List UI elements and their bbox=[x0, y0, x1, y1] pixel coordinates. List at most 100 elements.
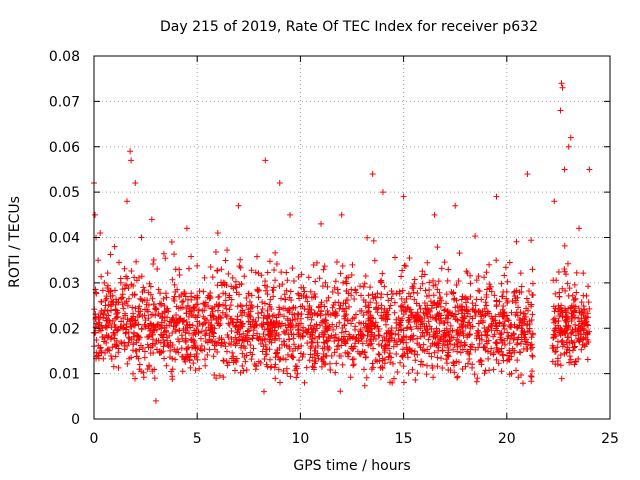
roti-point bbox=[389, 379, 396, 386]
roti-point bbox=[451, 360, 458, 367]
roti-point bbox=[212, 249, 219, 256]
roti-point-peak bbox=[124, 198, 131, 205]
roti-point bbox=[346, 335, 353, 342]
roti-point bbox=[264, 307, 271, 314]
roti-point bbox=[347, 374, 354, 381]
roti-point bbox=[296, 320, 303, 327]
roti-point bbox=[374, 358, 381, 365]
roti-point bbox=[561, 341, 568, 348]
roti-point bbox=[241, 273, 248, 280]
roti-point bbox=[358, 307, 365, 314]
roti-point bbox=[391, 309, 398, 316]
roti-point bbox=[247, 308, 254, 315]
y-tick-label: 0.08 bbox=[49, 49, 80, 65]
roti-point-peak bbox=[235, 202, 242, 209]
roti-point bbox=[210, 313, 217, 320]
roti-point bbox=[473, 378, 480, 385]
roti-point bbox=[576, 318, 583, 325]
roti-point bbox=[567, 305, 574, 312]
roti-point bbox=[164, 305, 171, 312]
roti-point bbox=[405, 370, 412, 377]
roti-point bbox=[147, 350, 154, 357]
roti-point bbox=[223, 305, 230, 312]
roti-point bbox=[483, 328, 490, 335]
roti-point bbox=[498, 293, 505, 300]
roti-point bbox=[568, 304, 575, 311]
roti-point bbox=[286, 343, 293, 350]
roti-point bbox=[303, 329, 310, 336]
roti-point bbox=[132, 320, 139, 327]
roti-point bbox=[130, 313, 137, 320]
roti-point bbox=[359, 331, 366, 338]
roti-point bbox=[447, 322, 454, 329]
roti-point-peak bbox=[262, 157, 269, 164]
roti-point bbox=[426, 279, 433, 286]
roti-point bbox=[419, 280, 426, 287]
roti-point bbox=[283, 269, 290, 276]
roti-point bbox=[398, 327, 405, 334]
roti-point bbox=[311, 291, 318, 298]
roti-point bbox=[239, 362, 246, 369]
x-tick-label: 25 bbox=[601, 431, 619, 447]
roti-point bbox=[207, 326, 214, 333]
roti-point bbox=[582, 315, 589, 322]
roti-point bbox=[513, 309, 520, 316]
roti-point bbox=[387, 302, 394, 309]
roti-point bbox=[418, 358, 425, 365]
roti-point bbox=[194, 323, 201, 330]
roti-point bbox=[411, 296, 418, 303]
roti-point bbox=[320, 353, 327, 360]
roti-point bbox=[309, 329, 316, 336]
roti-point bbox=[262, 351, 269, 358]
roti-point bbox=[350, 334, 357, 341]
roti-point bbox=[287, 288, 294, 295]
roti-point bbox=[141, 354, 148, 361]
y-tick-label: 0.03 bbox=[49, 276, 80, 292]
roti-point bbox=[184, 345, 191, 352]
roti-point bbox=[104, 308, 111, 315]
roti-point bbox=[431, 349, 438, 356]
roti-point bbox=[267, 330, 274, 337]
roti-point bbox=[364, 234, 371, 241]
roti-point bbox=[432, 281, 439, 288]
roti-point bbox=[171, 323, 178, 330]
roti-point bbox=[490, 351, 497, 358]
roti-point bbox=[580, 312, 587, 319]
roti-point bbox=[444, 338, 451, 345]
roti-point bbox=[228, 283, 235, 290]
roti-point bbox=[125, 284, 132, 291]
roti-point bbox=[145, 289, 152, 296]
roti-point bbox=[307, 351, 314, 358]
roti-point bbox=[457, 349, 464, 356]
roti-point-peak bbox=[276, 180, 283, 187]
roti-point bbox=[229, 349, 236, 356]
roti-point bbox=[228, 327, 235, 334]
roti-point bbox=[136, 366, 143, 373]
roti-point bbox=[388, 335, 395, 342]
roti-point bbox=[584, 356, 591, 363]
roti-point bbox=[561, 265, 568, 272]
data-points-layer bbox=[91, 80, 593, 404]
roti-point bbox=[391, 254, 398, 261]
roti-point bbox=[443, 300, 450, 307]
roti-point bbox=[133, 348, 140, 355]
roti-point bbox=[506, 259, 513, 266]
roti-point bbox=[518, 283, 525, 290]
roti-point bbox=[129, 304, 136, 311]
roti-point bbox=[168, 238, 175, 245]
roti-point bbox=[528, 303, 535, 310]
roti-point bbox=[555, 268, 562, 275]
roti-point bbox=[458, 303, 465, 310]
roti-point bbox=[585, 338, 592, 345]
roti-point bbox=[417, 285, 424, 292]
roti-point bbox=[202, 362, 209, 369]
roti-point bbox=[117, 323, 124, 330]
roti-point bbox=[514, 312, 521, 319]
roti-point bbox=[464, 334, 471, 341]
roti-point bbox=[308, 335, 315, 342]
roti-point bbox=[430, 374, 437, 381]
roti-point-peak bbox=[565, 143, 572, 150]
roti-point bbox=[272, 361, 279, 368]
roti-point bbox=[244, 313, 251, 320]
roti-point bbox=[567, 359, 574, 366]
